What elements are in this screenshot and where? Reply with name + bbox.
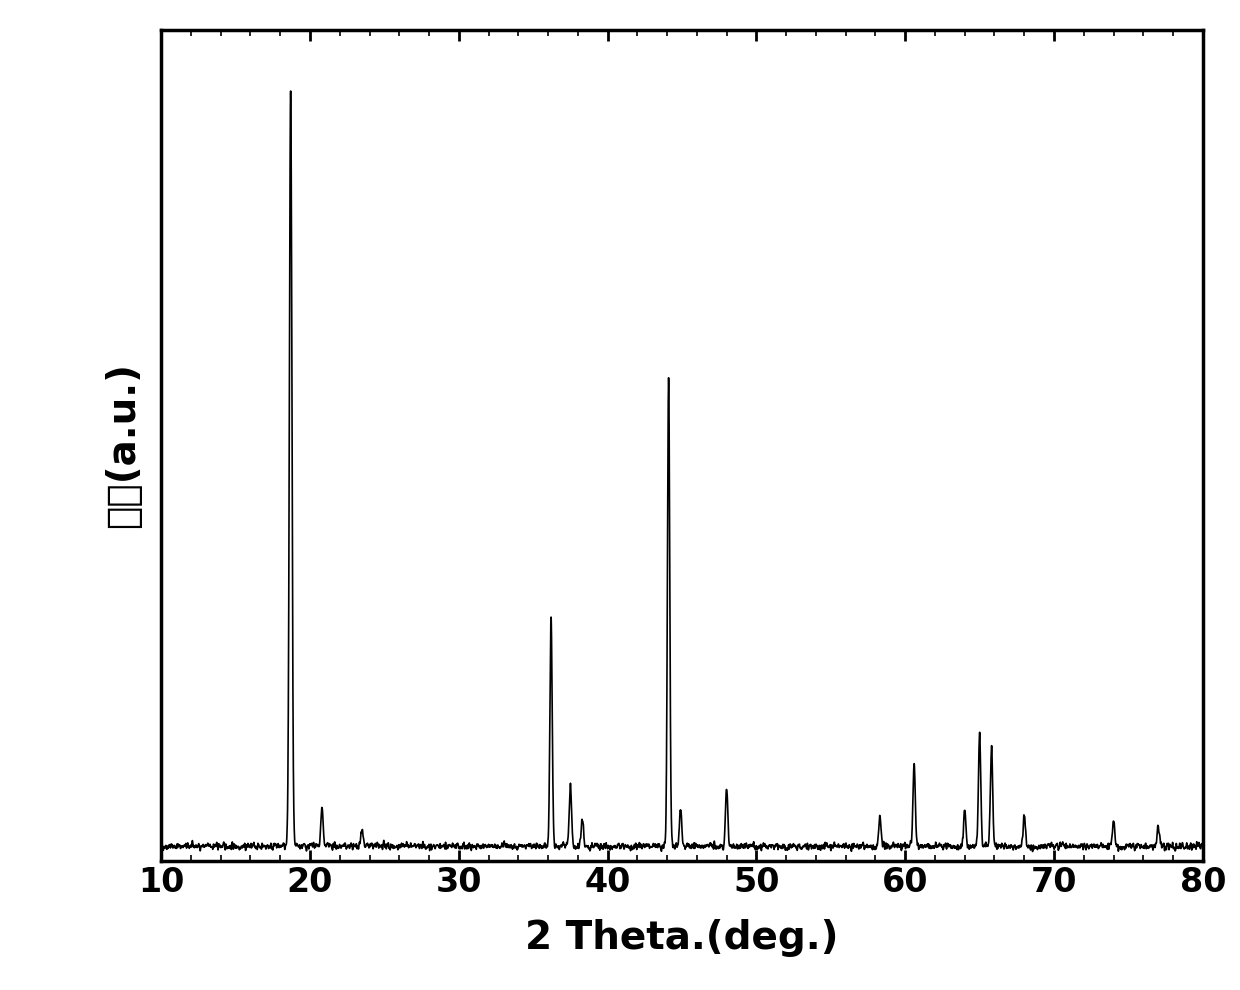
Y-axis label: 强度(a.u.): 强度(a.u.) — [104, 362, 141, 529]
X-axis label: 2 Theta.(deg.): 2 Theta.(deg.) — [526, 919, 838, 956]
